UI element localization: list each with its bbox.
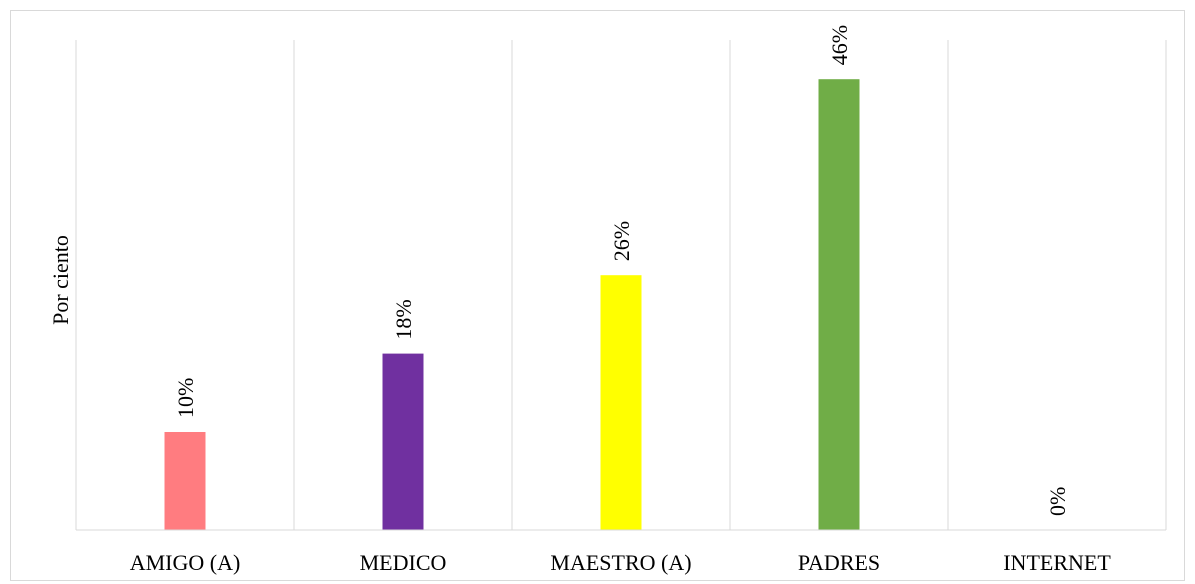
data-label: 10%	[173, 378, 198, 418]
data-label: 18%	[391, 299, 416, 339]
bar-medico	[383, 354, 424, 530]
x-tick-label: PADRES	[798, 550, 880, 575]
x-tick-label: MAESTRO (A)	[550, 550, 691, 575]
x-tick-label: MEDICO	[360, 550, 447, 575]
bar-maestro-a	[601, 275, 642, 530]
y-axis-label: Por ciento	[48, 235, 73, 325]
bar-padres	[819, 79, 860, 530]
x-tick-label: INTERNET	[1003, 550, 1111, 575]
x-tick-label: AMIGO (A)	[130, 550, 241, 575]
bar-amigo-a	[165, 432, 206, 530]
data-label: 0%	[1045, 487, 1070, 516]
data-label: 46%	[827, 25, 852, 65]
data-label: 26%	[609, 221, 634, 261]
